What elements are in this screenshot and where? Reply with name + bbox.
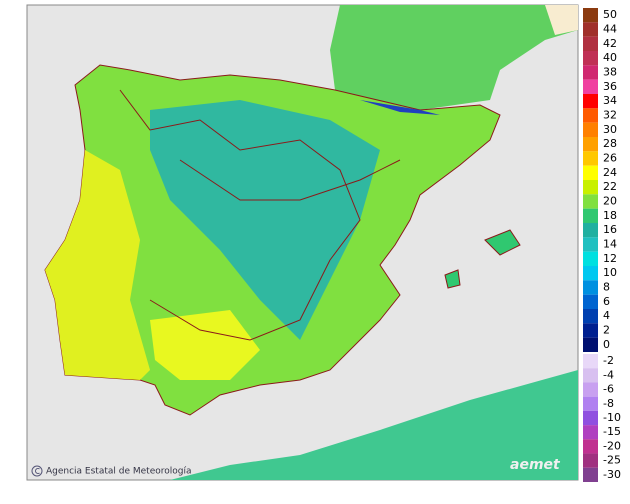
legend-label: 32 <box>603 109 617 122</box>
north-africa <box>170 370 578 480</box>
legend-swatch <box>583 79 598 94</box>
legend-label: 22 <box>603 180 617 193</box>
legend-swatch <box>583 410 598 426</box>
ibiza <box>444 269 461 289</box>
copyright-icon <box>31 465 43 477</box>
andalusia-warm <box>150 310 260 380</box>
legend-label: 28 <box>603 137 617 150</box>
copyright-icon <box>35 468 40 474</box>
legend-swatch <box>583 309 598 324</box>
legend-label: 50 <box>603 8 617 21</box>
meseta <box>150 100 380 340</box>
legend-label: 14 <box>603 238 617 251</box>
legend-swatch <box>583 151 598 166</box>
legend-swatch <box>583 382 598 397</box>
france-east <box>545 5 578 35</box>
legend-label: -2 <box>603 354 614 367</box>
legend-swatch <box>583 165 598 180</box>
legend-swatch <box>583 396 598 411</box>
legend-label: 38 <box>603 66 617 79</box>
legend-label: 44 <box>603 23 617 36</box>
legend-label: 2 <box>603 324 610 337</box>
legend-swatch <box>583 108 598 123</box>
pyrenees-cold <box>360 100 440 115</box>
legend-swatch <box>583 223 598 238</box>
legend-label: 8 <box>603 281 610 294</box>
legend-label: -4 <box>603 368 614 381</box>
mallorca <box>484 229 521 256</box>
legend-swatch <box>583 237 598 252</box>
legend-swatch <box>583 65 598 80</box>
legend-label: 26 <box>603 152 617 165</box>
legend-label: 12 <box>603 252 617 265</box>
legend-label: 20 <box>603 195 617 208</box>
legend-swatch <box>583 294 598 309</box>
legend-swatch <box>583 94 598 109</box>
agency-credit: Agencia Estatal de Meteorología <box>46 467 192 477</box>
legend-label: 30 <box>603 123 617 136</box>
portugal-warm <box>45 150 150 380</box>
legend-swatch <box>583 337 598 352</box>
legend-label: 18 <box>603 209 617 222</box>
legend-label: -15 <box>603 425 621 438</box>
legend-label: 24 <box>603 166 617 179</box>
legend-swatch <box>583 251 598 266</box>
legend-swatch <box>583 122 598 137</box>
legend-swatch <box>583 137 598 152</box>
legend-swatch <box>583 22 598 37</box>
france <box>330 5 578 110</box>
legend-label: 40 <box>603 51 617 64</box>
legend-label: -6 <box>603 383 614 396</box>
legend-label: 42 <box>603 37 617 50</box>
legend-label: 10 <box>603 266 617 279</box>
legend-swatch <box>583 453 598 468</box>
legend-label: -20 <box>603 439 621 452</box>
legend-label: -30 <box>603 468 621 481</box>
legend-swatch <box>583 368 598 383</box>
legend-swatch <box>583 280 598 295</box>
legend-swatch <box>583 425 598 440</box>
aemet-logo: aemet <box>510 457 561 473</box>
legend-swatch <box>583 194 598 209</box>
legend-swatch <box>583 266 598 281</box>
legend-swatch <box>583 354 598 369</box>
legend-swatch <box>583 180 598 195</box>
legend-label: -10 <box>603 411 621 424</box>
legend-label: 34 <box>603 94 617 107</box>
legend-label: -25 <box>603 454 621 467</box>
legend-swatch <box>583 467 598 482</box>
legend-label: 16 <box>603 223 617 236</box>
legend-label: -8 <box>603 397 614 410</box>
province-borders <box>119 89 361 341</box>
legend-swatch <box>583 323 598 338</box>
legend-label: 6 <box>603 295 610 308</box>
legend-swatch <box>583 36 598 51</box>
legend-label: 0 <box>603 338 610 351</box>
legend-swatch <box>583 208 598 223</box>
legend-label: 4 <box>603 309 610 322</box>
legend-label: 36 <box>603 80 617 93</box>
legend-swatch <box>583 439 598 454</box>
legend-swatch <box>583 8 598 23</box>
province-borders <box>179 159 401 201</box>
legend-swatch <box>583 51 598 66</box>
